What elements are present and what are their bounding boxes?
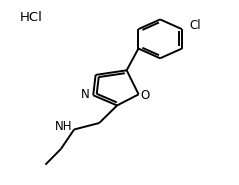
Text: O: O <box>141 89 150 102</box>
Text: N: N <box>81 88 90 101</box>
Text: NH: NH <box>55 120 73 133</box>
Text: Cl: Cl <box>190 19 201 32</box>
Text: HCl: HCl <box>20 11 43 24</box>
